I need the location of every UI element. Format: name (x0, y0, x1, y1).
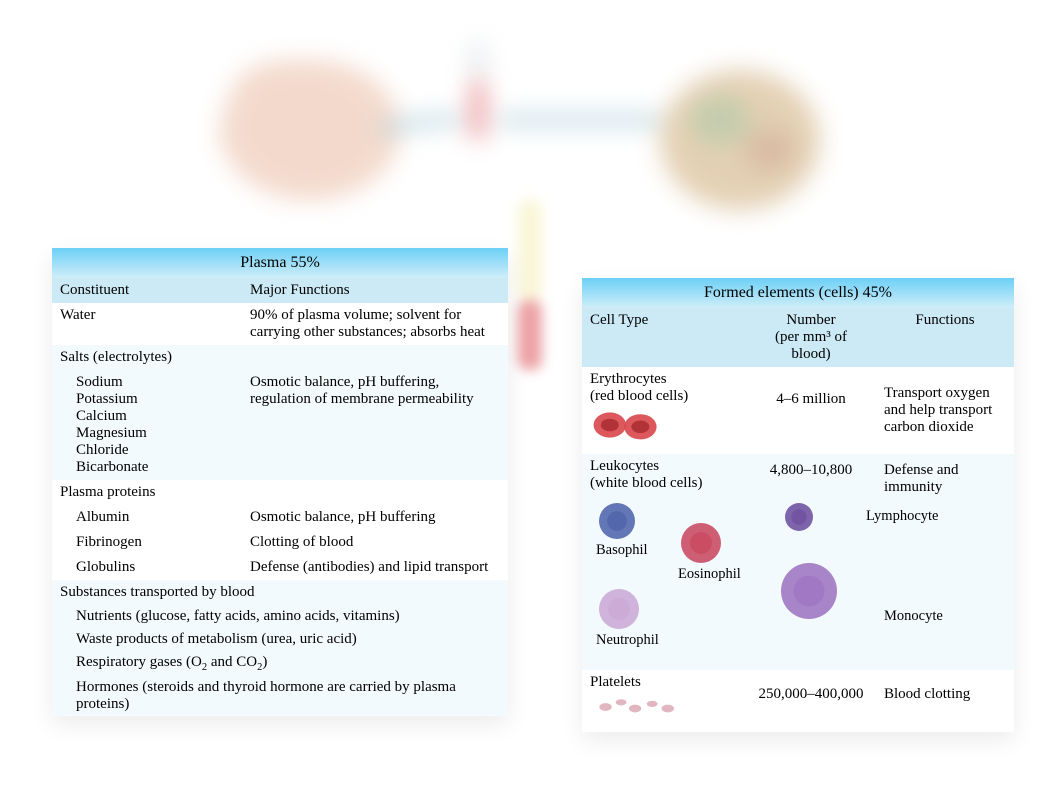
leukocyte-label: Lymphocyte (866, 508, 939, 525)
plasma-salts-list: SodiumPotassiumCalciumMagnesiumChlorideB… (52, 370, 242, 480)
plasma-salt-item: Calcium (76, 408, 234, 425)
plasma-cell-constituent: Water (52, 303, 242, 328)
plasma-header-constituent: Constituent (52, 278, 242, 303)
cell-number: 4,800–10,800 (746, 454, 876, 483)
leukocyte-label: Neutrophil (596, 632, 659, 649)
cells-title: Formed elements (cells) 45% (582, 278, 1014, 308)
cell-type: Erythrocytes(red blood cells) (582, 367, 746, 454)
plasma-cell-constituent: Salts (electrolytes) (52, 345, 508, 370)
leukocyte-label: Eosinophil (678, 566, 741, 583)
plasma-header-row: Constituent Major Functions (52, 278, 508, 303)
cells-row-platelets: Platelets 250,000–400,000 Blood clotting (582, 670, 1014, 732)
cells-header-celltype: Cell Type (582, 308, 746, 333)
plasma-cell-function: Osmotic balance, pH buffering (242, 505, 508, 530)
plasma-row: Albumin Osmotic balance, pH buffering (52, 505, 508, 530)
leukocyte-item (778, 560, 840, 627)
cells-header-number: Number (per mm³ of blood) (746, 308, 876, 367)
leukocyte-icon (596, 586, 642, 632)
cell-number: 4–6 million (746, 367, 876, 412)
plasma-row: Fibrinogen Clotting of blood (52, 530, 508, 555)
leukocyte-icon (596, 500, 638, 542)
cells-header-number-line1: Number (786, 312, 835, 328)
plasma-cell-constituent: Fibrinogen (52, 530, 242, 555)
plasma-transported-item: Respiratory gases (O2 and CO2) (52, 651, 508, 676)
plasma-cell-constituent: Albumin (52, 505, 242, 530)
cells-rows: Erythrocytes(red blood cells) 4–6 millio… (582, 367, 1014, 732)
plasma-transported: Substances transported by bloodNutrients… (52, 580, 508, 716)
platelet-icon (590, 693, 683, 721)
leukocyte-item (678, 520, 724, 571)
plasma-cell-function: Osmotic balance, pH buffering, regulatio… (242, 370, 508, 412)
cells-header-functions: Functions (876, 308, 1014, 333)
cells-header-number-line2: (per mm³ of blood) (775, 329, 847, 362)
leukocyte-item (596, 586, 642, 637)
cell-function: Transport oxygen and help transport carb… (876, 367, 1014, 440)
cell-number: 250,000–400,000 (746, 670, 876, 707)
plasma-cell-constituent: Globulins (52, 555, 242, 580)
plasma-row: Water 90% of plasma volume; solvent for … (52, 303, 508, 345)
plasma-cell-constituent: Plasma proteins (52, 480, 508, 505)
cell-type: Leukocytes(white blood cells) (582, 454, 746, 496)
leukocyte-icon (678, 520, 724, 566)
plasma-salt-item: Bicarbonate (76, 459, 234, 476)
plasma-transported-item: Hormones (steroids and thyroid hormone a… (52, 676, 508, 716)
plasma-header-functions: Major Functions (242, 278, 508, 303)
leukocyte-label: Basophil (596, 542, 648, 559)
plasma-transported-item: Nutrients (glucose, fatty acids, amino a… (52, 605, 508, 628)
plasma-salt-item: Magnesium (76, 425, 234, 442)
plasma-cell-function: 90% of plasma volume; solvent for carryi… (242, 303, 508, 345)
leukocyte-item (782, 500, 816, 539)
rbc-icon (590, 407, 671, 443)
plasma-cell-function: Clotting of blood (242, 530, 508, 555)
plasma-row: SodiumPotassiumCalciumMagnesiumChlorideB… (52, 370, 508, 480)
cell-type: Platelets (582, 670, 746, 732)
plasma-salt-item: Potassium (76, 391, 234, 408)
cells-row-leukocytes: Leukocytes(white blood cells) 4,800–10,8… (582, 454, 1014, 670)
plasma-salt-item: Sodium (76, 374, 234, 391)
plasma-transported-item: Waste products of metabolism (urea, uric… (52, 628, 508, 651)
cell-function: Blood clotting (876, 670, 1014, 707)
plasma-transported-title: Substances transported by blood (52, 580, 508, 605)
plasma-rows: Water 90% of plasma volume; solvent for … (52, 303, 508, 580)
leukocyte-label: Monocyte (884, 608, 943, 625)
plasma-title: Plasma 55% (52, 248, 508, 278)
plasma-row: Salts (electrolytes) (52, 345, 508, 370)
cells-header-row: Cell Type Number (per mm³ of blood) Func… (582, 308, 1014, 367)
cells-row-erythrocytes: Erythrocytes(red blood cells) 4–6 millio… (582, 367, 1014, 454)
centrifuge-tube (510, 200, 550, 380)
plasma-cell-function: Defense (antibodies) and lipid transport (242, 555, 508, 580)
leukocyte-item (596, 500, 638, 547)
cells-panel: Formed elements (cells) 45% Cell Type Nu… (582, 278, 1014, 732)
plasma-row: Plasma proteins (52, 480, 508, 505)
leukocyte-icon (778, 560, 840, 622)
leukocyte-icon (782, 500, 816, 534)
leukocyte-grid: Basophil Eosinophil Lymphocyte Neutrophi… (582, 500, 1014, 670)
plasma-row: Globulins Defense (antibodies) and lipid… (52, 555, 508, 580)
plasma-salt-item: Chloride (76, 442, 234, 459)
cell-function: Defense and immunity (876, 454, 1014, 500)
plasma-panel: Plasma 55% Constituent Major Functions W… (52, 248, 508, 716)
